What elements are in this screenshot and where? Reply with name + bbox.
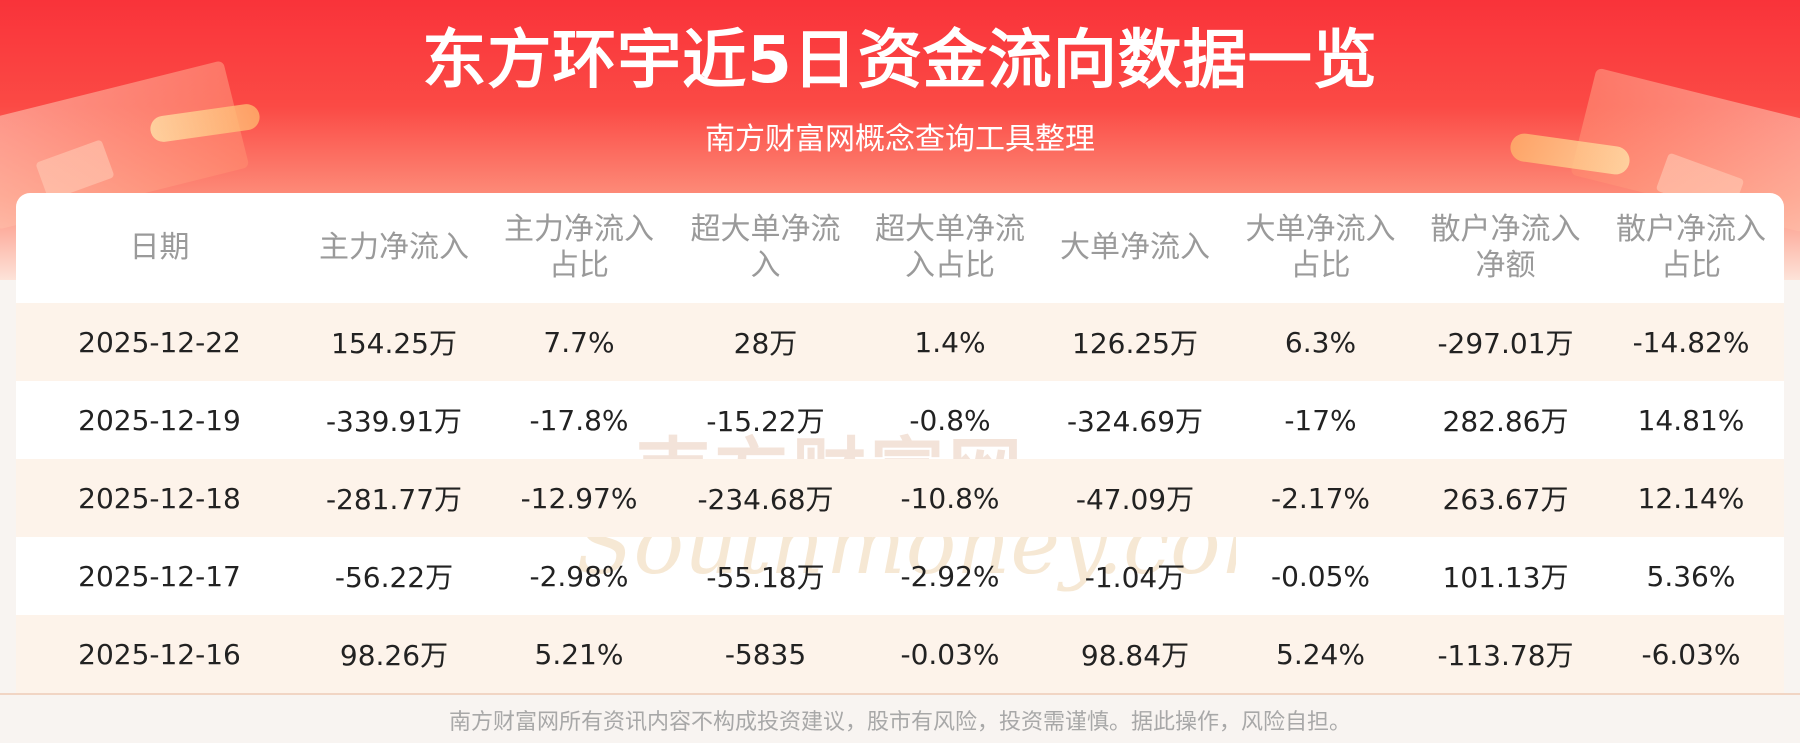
table-cell: 6.3%: [1284, 325, 1357, 359]
column-header: 散户净流入占比: [1616, 212, 1766, 283]
table-cell: 12.14%: [1637, 481, 1745, 515]
table-cell: 98.84万: [1080, 639, 1190, 672]
table-cell: -14.82%: [1632, 325, 1750, 359]
table-cell: 14.81%: [1637, 403, 1745, 437]
table-cell: 101.13万: [1442, 561, 1569, 594]
table-cell: 2025-12-22: [78, 325, 241, 359]
table-cell: 282.86万: [1442, 405, 1569, 438]
table-cell: 1.4%: [914, 325, 986, 359]
table-cell: -324.69万: [1066, 405, 1204, 438]
table-cell: -6.03%: [1641, 637, 1741, 671]
table-cell: -17%: [1284, 403, 1357, 437]
table-cell: 98.26万: [339, 639, 449, 672]
footer-divider: [0, 693, 1800, 695]
table-cell: -56.22万: [334, 561, 454, 594]
table-cell: -234.68万: [697, 483, 834, 516]
table-cell: -1.04万: [1084, 561, 1186, 594]
table-cell: -12.97%: [520, 481, 638, 515]
table-cell: -10.8%: [900, 481, 1000, 515]
column-header: 日期: [129, 230, 190, 265]
table-cell: -281.77万: [325, 483, 463, 516]
table-cell: -113.78万: [1437, 639, 1574, 672]
table-row: 2025-12-22 154.25万 7.7% 28万 1.4% 126.25万…: [16, 303, 1784, 381]
table-cell: 7.7%: [543, 325, 615, 359]
table-cell: 263.67万: [1442, 483, 1569, 516]
table-cell: -17.8%: [529, 403, 629, 437]
table-cell: -0.05%: [1270, 559, 1371, 593]
footer-disclaimer: 南方财富网所有资讯内容不构成投资建议，股市有风险，投资需谨慎。据此操作，风险自担…: [448, 710, 1351, 735]
page-title: 东方环宇近5日资金流向数据一览: [422, 24, 1378, 98]
table-cell: 2025-12-19: [78, 403, 241, 437]
table-cell: 2025-12-18: [78, 481, 241, 515]
table-cell: 5.24%: [1276, 637, 1365, 671]
data-table: 南方财富网 Southmoney.com 日期 主力净流入 主力净流入占比 超大…: [16, 193, 1784, 693]
table-cell: -2.92%: [900, 559, 1000, 593]
table-cell: 126.25万: [1072, 327, 1198, 360]
table-cell: -297.01万: [1437, 327, 1574, 360]
table-cell: 5.36%: [1646, 559, 1736, 593]
table-cell: 2025-12-16: [78, 637, 241, 671]
table-cell: -339.91万: [325, 405, 463, 438]
column-header: 主力净流入: [319, 230, 469, 265]
table-cell: 2025-12-17: [78, 559, 241, 593]
table-cell: 28万: [733, 327, 798, 360]
column-header: 超大单净流入占比: [875, 212, 1025, 283]
table-row: 2025-12-18 -281.77万 -12.97% -234.68万 -10…: [16, 459, 1784, 537]
column-header: 主力净流入占比: [504, 212, 654, 283]
table-cell: -47.09万: [1075, 483, 1195, 516]
table-cell: -2.17%: [1270, 481, 1371, 515]
table-cell: -15.22万: [706, 405, 825, 438]
column-header: 超大单净流入: [690, 212, 841, 283]
table-cell: -2.98%: [529, 559, 629, 593]
table-cell: -0.8%: [909, 403, 991, 437]
table-cell: -55.18万: [706, 561, 825, 594]
column-header: 大单净流入占比: [1245, 212, 1396, 283]
table-cell: -0.03%: [900, 637, 1000, 671]
table-row: 2025-12-17 -56.22万 -2.98% -55.18万 -2.92%…: [16, 537, 1784, 615]
table-cell: 154.25万: [331, 327, 457, 360]
table-row: 2025-12-19 -339.91万 -17.8% -15.22万 -0.8%…: [16, 381, 1784, 459]
table-cell: -5835: [724, 637, 807, 671]
table-cell: 5.21%: [534, 637, 624, 671]
table-row: 2025-12-16 98.26万 5.21% -5835 -0.03% 98.…: [16, 615, 1784, 693]
column-header: 散户净流入净额: [1430, 212, 1581, 283]
column-header: 大单净流入: [1060, 230, 1210, 265]
page-subtitle: 南方财富网概念查询工具整理: [705, 122, 1095, 157]
table-header: 日期 主力净流入 主力净流入占比 超大单净流入 超大单净流入占比 大单净流入 大…: [16, 193, 1784, 303]
